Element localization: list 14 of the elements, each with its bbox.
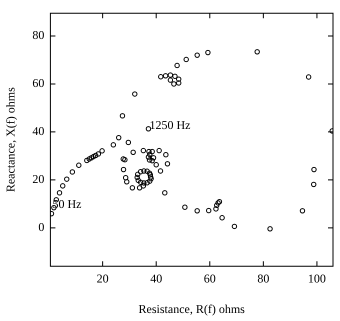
y-tick-label: 40 <box>32 124 44 138</box>
x-tick-label: 80 <box>257 272 270 286</box>
y-tick-label: 20 <box>32 172 44 186</box>
y-tick-label: 0 <box>38 220 44 234</box>
x-axis-title: Resistance, R(f) ohms <box>138 302 246 316</box>
x-tick-label: 100 <box>308 272 326 286</box>
annotation: 1250 Hz <box>149 118 190 132</box>
x-tick-label: 20 <box>96 272 109 286</box>
x-tick-label: 60 <box>204 272 216 286</box>
x-tick-label: 40 <box>150 272 162 286</box>
y-axis-title: Reactance, X(f) ohms <box>3 86 18 192</box>
annotation: 50 Hz <box>52 196 82 211</box>
y-tick-label: 60 <box>32 76 44 90</box>
y-tick-label: 80 <box>32 28 44 42</box>
